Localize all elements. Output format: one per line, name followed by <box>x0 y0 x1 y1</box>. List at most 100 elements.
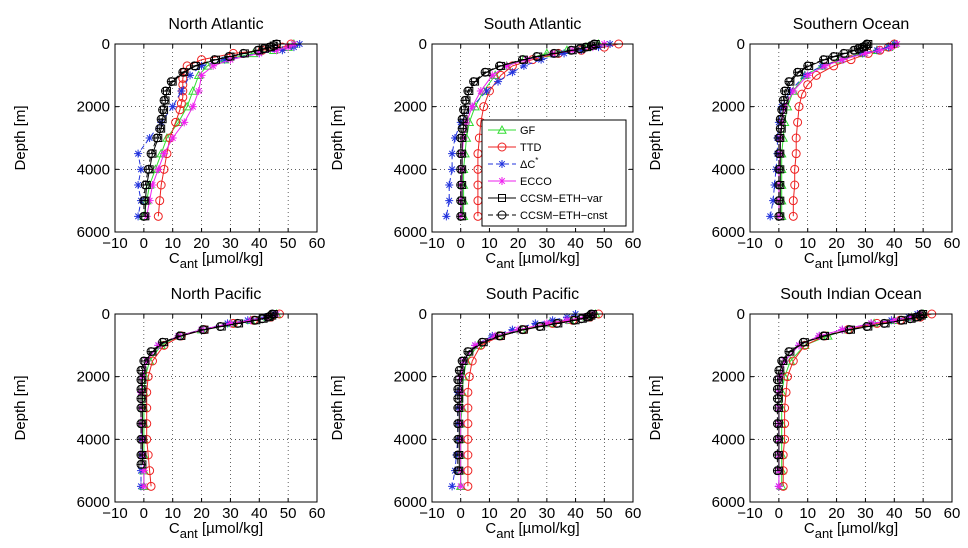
axes-frame <box>431 43 634 233</box>
marker-circle <box>467 356 477 366</box>
legend-entry-gf: GF <box>488 124 536 137</box>
marker-circle <box>175 105 185 115</box>
marker-circle <box>156 180 166 190</box>
marker-asterisk <box>560 49 569 58</box>
x-tick-label: 10 <box>799 505 816 522</box>
series-line <box>137 43 300 217</box>
x-tick-label: 50 <box>596 505 613 522</box>
legend-label-text: GF <box>520 125 536 137</box>
y-axis-label: Depth [m] <box>12 375 29 440</box>
marker-asterisk <box>838 325 847 334</box>
x-tick-label: 10 <box>481 235 498 252</box>
x-tick-label: 0 <box>775 235 783 252</box>
marker-asterisk <box>795 341 804 350</box>
y-tick-label: 4000 <box>77 431 110 448</box>
x-tick-label: 60 <box>309 505 326 522</box>
series-line <box>460 313 593 487</box>
series-line <box>467 313 599 487</box>
marker-asterisk <box>448 482 457 491</box>
panel-south-pacific: −10 0 10 20 30 40 50 60 0 2000 4000 6000 South Pacif… <box>329 286 641 541</box>
marker-asterisk <box>548 316 557 325</box>
series-ccsmcnst <box>456 39 599 221</box>
y-tick-label: 6000 <box>77 494 110 511</box>
x-tick-label: −10 <box>419 505 444 522</box>
x-axis-label-sub: ant <box>496 256 514 271</box>
x-tick-label: 50 <box>915 235 932 252</box>
marker-asterisk <box>209 61 218 70</box>
legend-label-text: CCSM−ETH−var <box>520 193 603 205</box>
marker-circle <box>811 70 821 80</box>
marker-circle <box>790 164 800 174</box>
y-tick-label: 0 <box>737 306 745 323</box>
axes-frame <box>431 313 634 503</box>
legend-label: ECCO <box>520 176 552 188</box>
legend-label: TTD <box>520 142 541 154</box>
y-tick-label: 2000 <box>77 99 110 116</box>
x-axis-label-unit: [µmol/kg] <box>833 520 898 537</box>
marker-asterisk <box>508 68 517 77</box>
x-tick-label: 20 <box>828 505 845 522</box>
x-axis-label-sub: ant <box>815 526 833 541</box>
marker-asterisk <box>450 134 459 142</box>
marker-asterisk <box>145 134 154 142</box>
x-tick-label: 0 <box>457 505 465 522</box>
marker-circle <box>794 102 804 112</box>
x-axis-label: Cant [µmol/kg] <box>169 250 263 271</box>
legend-box <box>481 119 627 227</box>
x-tick-label: 30 <box>857 505 874 522</box>
marker-asterisk <box>482 87 491 95</box>
panel-north-atlantic: −10 0 10 20 30 40 50 60 0 2000 4000 6000 North Atlan… <box>12 16 325 271</box>
marker-circle <box>829 61 839 71</box>
marker-asterisk <box>168 134 177 142</box>
marker-asterisk <box>838 55 847 64</box>
panel-north-pacific: −10 0 10 20 30 40 50 60 0 2000 4000 6000 North Pacif… <box>12 286 325 541</box>
marker-asterisk <box>160 149 169 158</box>
marker-asterisk <box>456 482 465 491</box>
marker-asterisk <box>168 102 177 111</box>
legend-label-text: ΔC <box>520 159 535 171</box>
x-axis-label-main: C <box>169 520 180 537</box>
x-axis-label: Cant [µmol/kg] <box>485 520 579 541</box>
x-axis-label-sub: ant <box>180 526 198 541</box>
marker-asterisk <box>887 43 896 52</box>
marker-asterisk <box>494 77 503 86</box>
plot-area <box>115 314 317 502</box>
y-tick-label: 2000 <box>712 99 745 116</box>
x-tick-label: 20 <box>828 235 845 252</box>
y-tick-label: 2000 <box>394 369 427 386</box>
x-tick-label: 10 <box>481 505 498 522</box>
x-axis-label-main: C <box>485 520 496 537</box>
panel-title: Southern Ocean <box>793 16 910 33</box>
x-tick-label: 60 <box>625 505 642 522</box>
marker-asterisk <box>154 341 163 350</box>
marker-asterisk <box>468 102 477 111</box>
marker-circle <box>464 372 474 382</box>
y-tick-label: 4000 <box>394 161 427 178</box>
y-tick-label: 0 <box>102 306 110 323</box>
marker-asterisk <box>134 212 143 221</box>
legend: GF TTD ΔC* ECCO CCSM−ETH−var CCSM−ETH−cnst <box>481 119 627 227</box>
marker-asterisk <box>177 87 186 95</box>
x-axis-label-unit: [µmol/kg] <box>514 250 579 267</box>
marker-asterisk <box>186 71 195 80</box>
y-tick-label: 6000 <box>77 224 110 241</box>
marker-asterisk <box>542 319 551 328</box>
x-tick-label: 20 <box>193 235 210 252</box>
legend-label: CCSM−ETH−cnst <box>520 210 607 222</box>
marker-asterisk <box>448 165 457 174</box>
x-axis-label-unit: [µmol/kg] <box>833 250 898 267</box>
marker-asterisk <box>488 71 497 80</box>
marker-asterisk <box>766 212 775 221</box>
x-tick-label: −10 <box>102 505 127 522</box>
x-tick-label: 60 <box>625 235 642 252</box>
y-tick-label: 6000 <box>712 494 745 511</box>
marker-circle <box>497 142 507 152</box>
x-tick-label: 20 <box>193 505 210 522</box>
x-axis-label-unit: [µmol/kg] <box>198 250 263 267</box>
marker-circle <box>846 55 856 65</box>
y-tick-label: 4000 <box>712 431 745 448</box>
marker-circle <box>479 102 489 112</box>
y-tick-label: 6000 <box>712 224 745 241</box>
x-tick-label: 60 <box>944 235 961 252</box>
x-axis-label: Cant [µmol/kg] <box>804 520 898 541</box>
